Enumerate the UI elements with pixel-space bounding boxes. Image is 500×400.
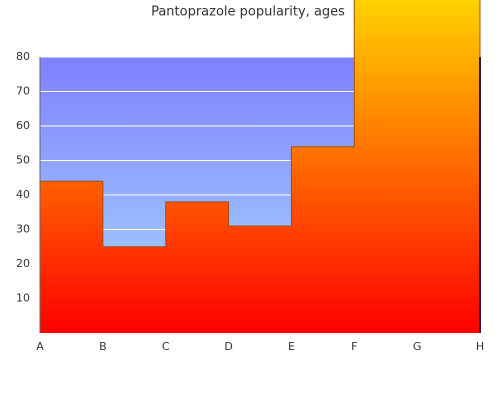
x-tick-label: A: [36, 340, 44, 353]
y-tick-label: 20: [16, 257, 30, 270]
y-tick-label: 40: [16, 188, 30, 201]
x-tick-label: E: [288, 340, 295, 353]
x-tick-label: C: [162, 340, 170, 353]
area: [40, 0, 480, 333]
y-tick-label: 70: [16, 85, 30, 98]
x-tick-label: D: [224, 340, 232, 353]
y-tick-label: 50: [16, 154, 30, 167]
x-tick-label: F: [351, 340, 357, 353]
y-tick-label: 10: [16, 292, 30, 305]
y-tick-label: 60: [16, 119, 30, 132]
y-tick-label: 30: [16, 223, 30, 236]
chart-title: Pantoprazole popularity, ages: [151, 5, 345, 20]
x-tick-label: H: [476, 340, 484, 353]
x-tick-label: B: [99, 340, 107, 353]
step-line: [40, 0, 481, 248]
y-tick-label: 80: [16, 50, 30, 63]
x-tick-label: G: [413, 340, 422, 353]
